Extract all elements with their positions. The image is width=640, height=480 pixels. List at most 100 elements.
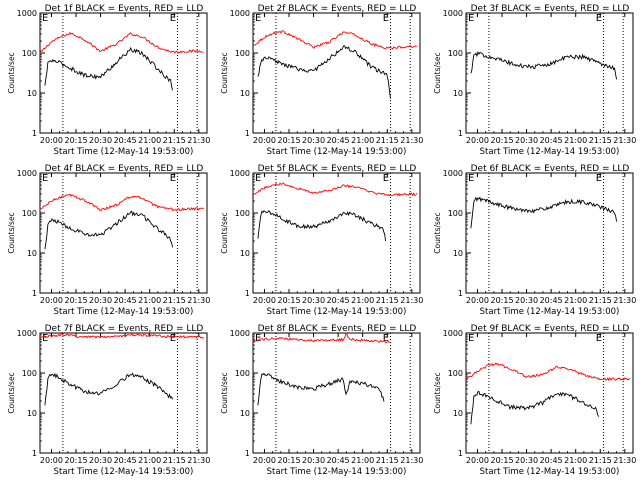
y-tick-label: 1 xyxy=(458,289,463,298)
y-tick-label: 1 xyxy=(458,129,463,138)
series-line-lld xyxy=(252,30,417,50)
x-axis-label: Start Time (12-May-14 19:53:00) xyxy=(267,307,407,317)
y-tick-label: 100 xyxy=(22,49,37,58)
x-tick-label: 20:15 xyxy=(277,296,300,305)
y-axis-label: Counts/sec xyxy=(433,372,442,413)
x-tick-label: 21:00 xyxy=(138,136,161,145)
y-tick-label: 1 xyxy=(245,289,250,298)
series-line-events xyxy=(44,210,174,250)
y-tick-label: 100 xyxy=(235,369,250,378)
y-tick-label: 10 xyxy=(240,249,250,258)
plot-frame xyxy=(39,12,208,134)
series-line-events xyxy=(257,372,385,406)
y-tick-label: 10 xyxy=(240,89,250,98)
panel-title: Det 6f BLACK = Events, RED = LLD xyxy=(471,164,630,174)
y-axis-label: Counts/sec xyxy=(7,212,16,253)
x-tick-label: 20:30 xyxy=(89,296,112,305)
series-line-lld xyxy=(39,333,204,340)
panel-title: Det 2f BLACK = Events, RED = LLD xyxy=(258,4,417,14)
x-tick-label: 20:15 xyxy=(64,456,87,465)
marker-label-left: E xyxy=(255,13,261,24)
panel-title: Det 3f BLACK = Events, RED = LLD xyxy=(471,4,630,14)
y-axis-label: Counts/sec xyxy=(220,372,229,413)
x-tick-label: 20:30 xyxy=(302,136,325,145)
detector-panel-2: Det 2f BLACK = Events, RED = LLD 1 10 100 10… xyxy=(220,4,423,157)
y-tick-label: 10 xyxy=(240,409,250,418)
x-tick-label: 20:00 xyxy=(40,296,63,305)
series-line-lld xyxy=(252,332,391,344)
x-tick-label: 21:15 xyxy=(589,136,612,145)
x-tick-label: 20:00 xyxy=(253,456,276,465)
x-tick-label: 21:30 xyxy=(400,456,423,465)
x-tick-label: 20:30 xyxy=(302,296,325,305)
x-tick-label: 21:15 xyxy=(163,456,186,465)
marker-label-right: E xyxy=(596,13,602,24)
series-line-lld xyxy=(39,31,204,54)
y-tick-label: 10 xyxy=(27,409,37,418)
x-tick-label: 21:30 xyxy=(400,296,423,305)
y-tick-label: 10 xyxy=(27,89,37,98)
marker-label-left: E xyxy=(255,333,261,344)
x-tick-label: 21:15 xyxy=(163,296,186,305)
series-line-events xyxy=(44,372,174,406)
x-tick-label: 21:15 xyxy=(376,456,399,465)
series-line-events xyxy=(470,196,618,229)
marker-label-right: E xyxy=(170,173,176,184)
panel-title: Det 7f BLACK = Events, RED = LLD xyxy=(45,324,204,334)
y-tick-label: 1000 xyxy=(443,329,463,338)
marker-label-left: E xyxy=(468,333,474,344)
x-axis-label: Start Time (12-May-14 19:53:00) xyxy=(267,467,407,477)
x-tick-label: 21:15 xyxy=(589,456,612,465)
marker-label-left: E xyxy=(468,13,474,24)
detector-panel-5: Det 5f BLACK = Events, RED = LLD 1 10 100 10… xyxy=(220,164,423,317)
y-tick-label: 1 xyxy=(245,129,250,138)
y-tick-label: 1000 xyxy=(443,9,463,18)
marker-label-right: E xyxy=(383,333,389,344)
marker-label-right: E xyxy=(383,173,389,184)
panel-title: Det 9f BLACK = Events, RED = LLD xyxy=(471,324,630,334)
x-tick-label: 20:45 xyxy=(540,296,563,305)
x-tick-label: 20:15 xyxy=(64,296,87,305)
series-line-events xyxy=(470,50,618,80)
x-tick-label: 21:30 xyxy=(187,456,210,465)
y-tick-label: 1000 xyxy=(443,169,463,178)
x-tick-label: 20:45 xyxy=(114,296,137,305)
x-tick-label: 20:45 xyxy=(114,456,137,465)
marker-label-left: E xyxy=(468,173,474,184)
y-tick-label: 1 xyxy=(32,129,37,138)
x-tick-label: 21:00 xyxy=(351,136,374,145)
y-tick-label: 100 xyxy=(22,209,37,218)
plot-frame xyxy=(465,332,634,454)
x-tick-label: 21:00 xyxy=(138,296,161,305)
plot-frame xyxy=(39,172,208,294)
x-tick-label: 21:30 xyxy=(187,136,210,145)
y-tick-label: 1 xyxy=(245,449,250,458)
panel-title: Det 4f BLACK = Events, RED = LLD xyxy=(45,164,204,174)
y-tick-label: 100 xyxy=(235,49,250,58)
y-tick-label: 1000 xyxy=(230,9,250,18)
x-tick-label: 20:00 xyxy=(40,456,63,465)
x-tick-label: 21:30 xyxy=(613,296,636,305)
x-tick-label: 20:00 xyxy=(253,136,276,145)
y-axis-label: Counts/sec xyxy=(7,372,16,413)
x-tick-label: 21:00 xyxy=(564,136,587,145)
x-tick-label: 20:45 xyxy=(540,456,563,465)
x-tick-label: 21:30 xyxy=(187,296,210,305)
series-line-lld xyxy=(465,362,631,382)
detector-panel-1: Det 1f BLACK = Events, RED = LLD 1 10 100 10… xyxy=(7,4,210,157)
y-axis-label: Counts/sec xyxy=(433,212,442,253)
x-axis-label: Start Time (12-May-14 19:53:00) xyxy=(267,147,407,157)
y-tick-label: 1 xyxy=(458,449,463,458)
marker-label-left: E xyxy=(42,333,48,344)
y-tick-label: 100 xyxy=(448,209,463,218)
x-tick-label: 20:30 xyxy=(302,456,325,465)
y-tick-label: 1 xyxy=(32,449,37,458)
x-axis-label: Start Time (12-May-14 19:53:00) xyxy=(54,467,194,477)
x-tick-label: 20:15 xyxy=(64,136,87,145)
y-tick-label: 10 xyxy=(453,89,463,98)
x-tick-label: 20:30 xyxy=(515,136,538,145)
x-tick-label: 20:45 xyxy=(540,136,563,145)
x-tick-label: 20:30 xyxy=(89,456,112,465)
y-tick-label: 100 xyxy=(22,369,37,378)
